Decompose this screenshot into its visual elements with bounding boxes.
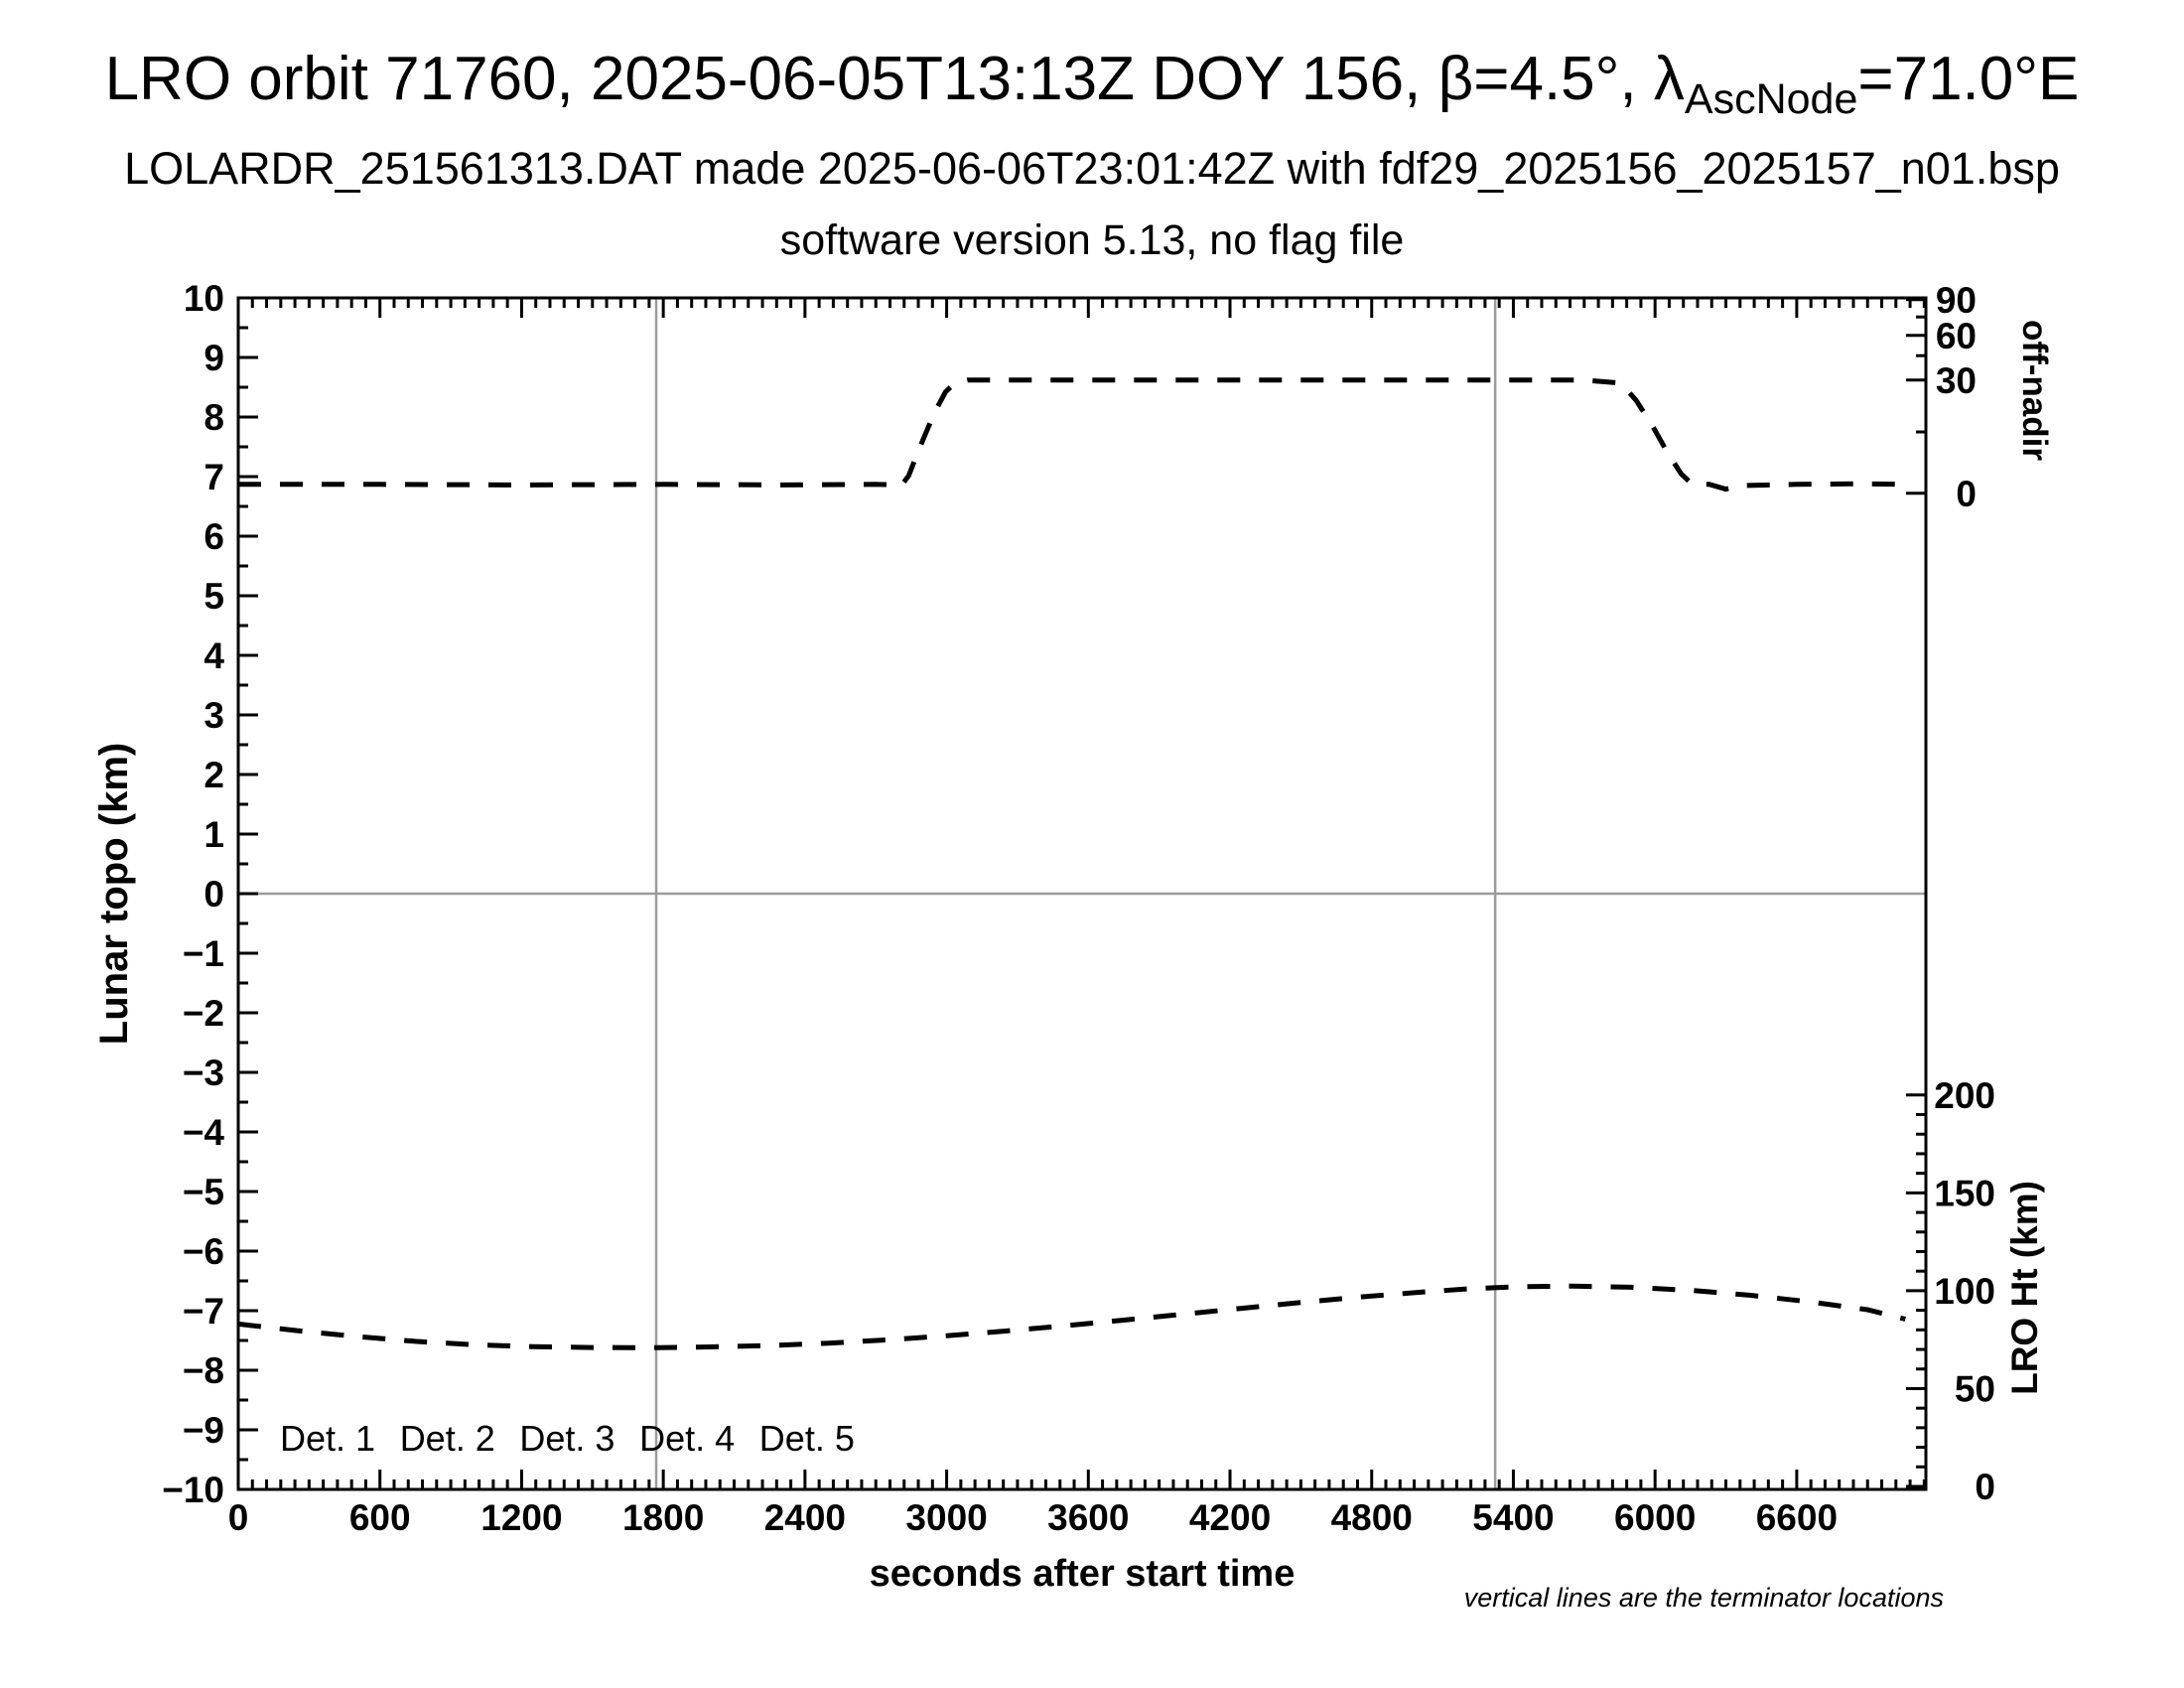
x-axis-tick-label: 2400 (764, 1497, 846, 1538)
lro-ht-tick-label: 100 (1934, 1271, 1995, 1312)
y-left-tick-label: −4 (183, 1112, 225, 1153)
x-axis-tick-label: 1200 (480, 1497, 562, 1538)
y-right-top-axis-title: off-nadir (2015, 320, 2054, 461)
lro-ht-tick-label: 150 (1934, 1173, 1995, 1213)
y-left-tick-label: −5 (183, 1172, 224, 1212)
x-axis-tick-label: 4800 (1331, 1497, 1413, 1538)
x-axis-tick-label: 3600 (1047, 1497, 1129, 1538)
x-axis-tick-label: 5400 (1472, 1497, 1554, 1538)
x-axis-tick-label: 6600 (1756, 1497, 1838, 1538)
legend-item: Det. 1 (280, 1418, 375, 1459)
lro-ht-tick-label: 0 (1975, 1467, 1995, 1507)
y-left-tick-label: 4 (204, 635, 224, 676)
x-axis-title: seconds after start time (870, 1553, 1296, 1595)
y-left-tick-label: −9 (183, 1410, 224, 1451)
y-left-tick-label: −3 (183, 1053, 224, 1093)
plot-title: LRO orbit 71760, 2025-06-05T13:13Z DOY 1… (105, 45, 2080, 123)
x-axis-tick-label: 4200 (1189, 1497, 1271, 1538)
y-left-tick-label: −6 (183, 1231, 224, 1272)
y-left-tick-label: −10 (162, 1470, 224, 1510)
plot-version-line: software version 5.13, no flag file (780, 216, 1405, 264)
y-left-tick-label: 3 (204, 695, 224, 736)
legend-item: Det. 5 (759, 1418, 855, 1459)
y-left-tick-label: 8 (204, 397, 224, 438)
off-nadir-tick-label: 90 (1936, 280, 1977, 321)
plot-title-main: LRO orbit 71760, 2025-06-05T13:13Z DOY 1… (105, 45, 1685, 113)
reference-lines (238, 298, 1926, 1489)
y-left-tick-label: 5 (204, 576, 224, 617)
data-curves (237, 377, 1906, 1350)
axis-titles: seconds after start time Lunar topo (km)… (92, 320, 2054, 1595)
x-axis-tick-label: 1800 (622, 1497, 704, 1538)
y-left-tick-label: −8 (183, 1350, 224, 1391)
x-axis-tick-label: 3000 (905, 1497, 987, 1538)
y-left-tick-label: −2 (183, 993, 224, 1034)
y-left-tick-label: 9 (204, 338, 224, 378)
y-left-tick-label: 0 (204, 874, 224, 914)
plot-subtitle: LOLARDR_251561313.DAT made 2025-06-06T23… (124, 143, 2060, 194)
x-axis-tick-label: 600 (349, 1497, 411, 1538)
y-left-tick-label: 10 (184, 278, 224, 319)
plot-title-suffix: =71.0°E (1857, 45, 2079, 113)
off-nadir-tick-label: 60 (1936, 316, 1977, 356)
off-nadir-tick-label: 30 (1936, 360, 1977, 401)
axis-ticks (236, 296, 1926, 1491)
lro-ht-tick-label: 200 (1934, 1075, 1995, 1116)
legend: Det. 1 Det. 2 Det. 3 Det. 4 Det. 5 (280, 1418, 855, 1459)
y-right-bottom-axis-title: LRO Ht (km) (2004, 1181, 2045, 1395)
off-nadir-tick-label: 0 (1956, 474, 1977, 514)
y-left-tick-label: 6 (204, 516, 224, 557)
y-left-tick-label: −7 (183, 1291, 224, 1332)
x-axis-tick-label: 0 (228, 1497, 249, 1538)
y-left-tick-label: −1 (183, 933, 224, 974)
y-left-tick-label: 2 (204, 755, 224, 795)
lro-ht-tick-label: 50 (1955, 1368, 1995, 1409)
y-left-axis-title: Lunar topo (km) (92, 743, 136, 1045)
y-left-tick-label: 7 (204, 457, 224, 497)
legend-item: Det. 2 (400, 1418, 495, 1459)
header: LRO orbit 71760, 2025-06-05T13:13Z DOY 1… (105, 45, 2080, 264)
axis-tick-labels: 0 600 1200 1800 2400 3000 3600 4200 4800 5400 6000… (162, 278, 1995, 1538)
x-axis-tick-label: 6000 (1614, 1497, 1696, 1538)
LRO-height-curve (237, 1283, 1906, 1350)
y-left-tick-label: 1 (204, 814, 224, 855)
terminator-note: vertical lines are the terminator locati… (1464, 1583, 1944, 1613)
legend-item: Det. 3 (519, 1418, 614, 1459)
plot-title-subscript: AscNode (1685, 75, 1857, 123)
legend-item: Det. 4 (639, 1418, 735, 1459)
off-nadir-angle-curve (238, 377, 1906, 492)
